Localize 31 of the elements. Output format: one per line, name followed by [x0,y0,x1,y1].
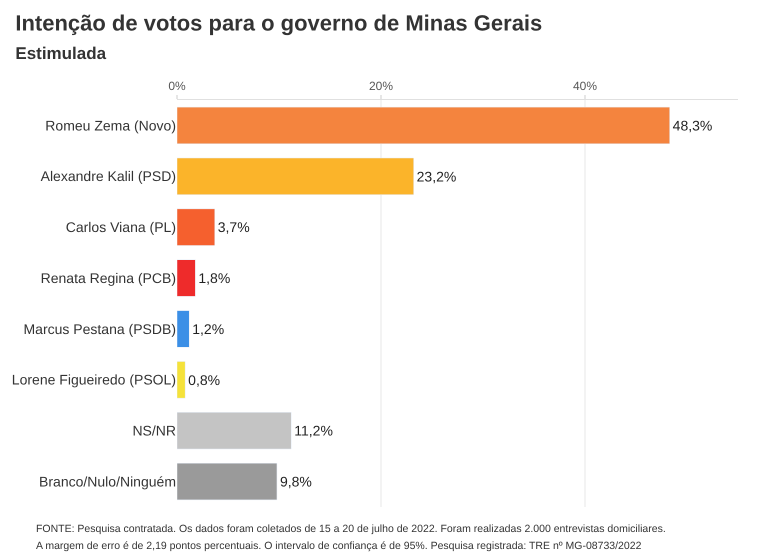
x-tick-label: 20% [368,79,394,94]
data-label: 48,3% [672,117,712,134]
y-tick-label: NS/NR [132,422,176,439]
chart-title: Intenção de votos para o governo de Minas Gerais [15,10,542,36]
bar [177,106,670,144]
bar [177,412,292,450]
y-tick-label: Renata Regina (PCB) [40,270,176,286]
x-tick-label: 0% [168,79,186,94]
y-tick-label: Lorene Figueiredo (PSOL) [12,372,176,388]
data-label: 23,2% [416,168,456,184]
text: A margem de erro é de 2,19 pontos percentuais. O intervalo de confiança é de 95%. Pesquisa registrada: TRE nº MG-08733/2022 [36,540,642,552]
data-label: 3,7% [218,219,250,236]
bar [177,310,190,348]
y-tick-label: Alexandre Kalil (PSD) [40,168,176,184]
data-label: 11,2% [294,422,333,439]
y-tick-label: Romeu Zema (Novo) [45,117,176,134]
y-tick-label: Marcus Pestana (PSDB) [24,320,176,337]
chart-subtitle: Estimulada [15,44,107,64]
data-label: 1,2% [192,320,224,337]
bar [177,463,278,500]
bar [177,208,215,246]
data-label: 9,8% [280,474,312,490]
data-label: 1,8% [198,270,230,286]
data-label: 0,8% [188,372,220,388]
bar [177,158,414,195]
bar [177,260,196,297]
x-tick-label: 40% [572,79,598,94]
bar [177,361,186,398]
y-tick-label: Carlos Viana (PL) [66,219,176,236]
y-tick-label: Branco/Nulo/Ninguém [39,473,176,490]
source-note: FONTE: Pesquisa contratada. Os dados foram coletados de 15 a 20 de julho de 2022. Foram realizadas 2.000 entrevistas domiciliares. [36,523,666,535]
